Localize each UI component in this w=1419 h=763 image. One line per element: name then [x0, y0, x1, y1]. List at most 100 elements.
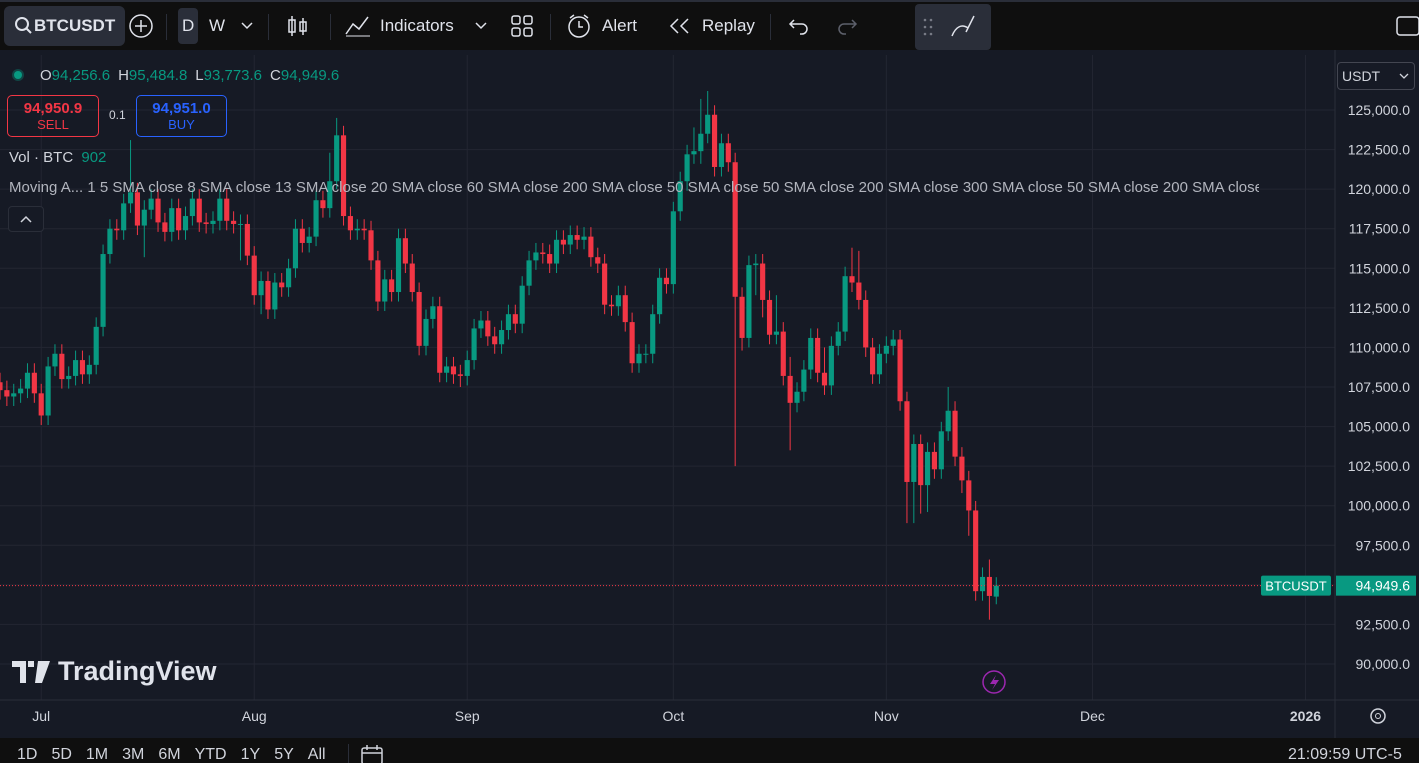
compare-button[interactable]: [128, 2, 154, 50]
candle-body: [760, 263, 766, 300]
range-button[interactable]: YTD: [194, 746, 227, 763]
alert-button[interactable]: Alert: [566, 2, 637, 50]
quantity: 0.1: [109, 108, 126, 122]
candle-body: [265, 280, 271, 310]
candle-body: [684, 154, 690, 182]
candle-body: [608, 304, 615, 307]
currency-select[interactable]: USDT: [1337, 62, 1415, 90]
candle-body: [24, 372, 31, 389]
candle-body: [780, 331, 786, 376]
layout-button[interactable]: [1396, 2, 1419, 50]
interval-dropdown[interactable]: [240, 2, 254, 50]
watermark-text: TradingView: [58, 656, 217, 686]
candle-body: [395, 238, 402, 293]
candle-body: [581, 236, 587, 240]
range-button[interactable]: 5D: [51, 746, 72, 763]
candle-body: [547, 254, 553, 264]
y-tick-label: 125,000.0: [1348, 102, 1410, 118]
ma-legend: Moving A... 1 5 SMA close 8 SMA close 13…: [9, 179, 1259, 196]
candle-body: [272, 282, 278, 310]
candle-body: [416, 292, 422, 346]
candle-body: [725, 143, 731, 163]
drawing-toolbar-toggle[interactable]: [915, 4, 991, 50]
candle-body: [533, 252, 539, 261]
collapse-legend[interactable]: [8, 206, 44, 232]
candle-body: [258, 280, 264, 296]
range-selector: 1D 5D 1M 3M 6M YTD 1Y 5Y All: [17, 746, 340, 763]
candle-body: [368, 230, 374, 261]
clock: 21:09:59 UTC-5: [1288, 746, 1402, 763]
candle-body: [821, 372, 828, 386]
candle-body: [794, 391, 800, 403]
settings-icon[interactable]: [1370, 708, 1386, 724]
ohlc-key: H: [118, 66, 129, 84]
interval-d[interactable]: D: [178, 8, 199, 44]
range-button[interactable]: All: [307, 746, 326, 763]
ohlc-key: L: [195, 66, 204, 84]
candle-body: [835, 331, 841, 346]
candle-body: [849, 276, 855, 283]
candle-body: [870, 347, 876, 375]
candle-body: [210, 220, 216, 224]
watermark: TradingView: [12, 656, 217, 687]
candle-body: [553, 239, 560, 264]
candle-body: [306, 236, 312, 243]
candle-body: [519, 285, 525, 324]
goto-date[interactable]: [360, 744, 384, 763]
candle-body: [73, 360, 79, 376]
candle-body: [897, 339, 903, 402]
buy-button[interactable]: 94,951.0 BUY: [136, 95, 227, 137]
candle-body: [457, 374, 463, 376]
volume-value: 902: [81, 149, 107, 166]
flash-icon[interactable]: [982, 670, 1006, 694]
candle-body: [402, 238, 408, 264]
symbol-search[interactable]: BTCUSDT: [4, 6, 126, 46]
candle-body: [815, 337, 821, 373]
range-button[interactable]: 1Y: [240, 746, 261, 763]
y-tick-label: 112,500.0: [1349, 300, 1410, 316]
candle-body: [224, 198, 230, 221]
range-button[interactable]: 5Y: [274, 746, 294, 763]
candle-body: [773, 331, 779, 335]
candle-body: [863, 299, 869, 348]
ohlc-value: 94,949.6: [280, 66, 340, 84]
candle-body: [945, 410, 951, 432]
candle-body: [595, 257, 601, 264]
range-button[interactable]: 1D: [17, 746, 38, 763]
candle-body: [121, 203, 127, 231]
candle-body: [93, 326, 99, 365]
candle-body: [615, 295, 621, 307]
candle-body: [327, 181, 333, 209]
candle-body: [498, 330, 505, 345]
candle-body: [382, 279, 388, 302]
interval-w[interactable]: W: [209, 2, 225, 50]
candle-body: [155, 198, 161, 223]
candle-body: [320, 200, 326, 209]
ma-params: 1 5 SMA close 8 SMA close 13 SMA close 2…: [87, 179, 1259, 196]
ohlc-value: 94,256.6: [51, 66, 111, 84]
candle-body: [856, 282, 862, 300]
layouts-button[interactable]: [510, 2, 534, 50]
label: Alert: [602, 16, 637, 35]
chart-type-button[interactable]: [286, 2, 310, 50]
indicators-button[interactable]: Indicators: [344, 2, 488, 50]
candle-body: [18, 388, 24, 394]
candle-body: [66, 375, 72, 380]
y-tick-label: 115,000.0: [1349, 260, 1410, 276]
sell-button[interactable]: 94,950.9 SELL: [7, 95, 99, 137]
candle-body: [31, 372, 37, 394]
range-button[interactable]: 6M: [158, 746, 181, 763]
ohlc-value: 93,773.6: [203, 66, 263, 84]
candle-body: [141, 209, 147, 226]
undo-button[interactable]: [788, 2, 810, 50]
candle-body: [931, 451, 938, 470]
range-button[interactable]: 3M: [122, 746, 145, 763]
separator: [770, 14, 771, 40]
candle-body: [588, 236, 594, 258]
symbol-tag: [1261, 575, 1331, 596]
replay-button[interactable]: Replay: [668, 2, 755, 50]
candle-body: [938, 431, 944, 470]
redo-button[interactable]: [836, 2, 858, 50]
candle-body: [924, 451, 931, 486]
range-button[interactable]: 1M: [85, 746, 109, 763]
